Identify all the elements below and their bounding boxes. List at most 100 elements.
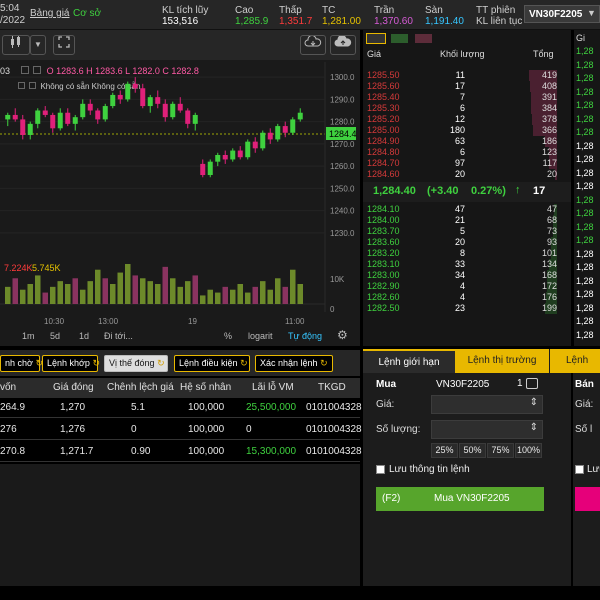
ask-row[interactable]: 1284.80 6 123 [363,147,571,160]
bid-price[interactable]: 1284.10 [367,204,400,214]
ask-price[interactable]: 1284.60 [367,169,400,179]
ask-price[interactable]: 1284.80 [367,147,400,157]
ask-row[interactable]: 1285.20 12 378 [363,114,571,127]
stepper-icon[interactable]: ⇕ [529,422,538,433]
percent-scale-button[interactable]: % [224,331,233,341]
vol-tick: 10K [330,275,345,284]
ask-price[interactable]: 1285.40 [367,92,400,102]
ask-price[interactable]: 1285.50 [367,70,400,80]
table-row[interactable]: 276 1,276 0 100,000 0 0101004328 [0,420,362,440]
ask-price[interactable]: 1284.70 [367,158,400,168]
stepper-icon[interactable]: ⇕ [529,397,538,408]
bid-price[interactable]: 1283.60 [367,237,400,247]
goto-button[interactable]: Đi tới... [104,331,133,341]
ask-row[interactable]: 1285.30 6 384 [363,103,571,116]
sell-icon[interactable] [415,34,432,43]
fullscreen-icon[interactable] [53,35,75,55]
range-5d[interactable]: 5d [50,331,61,341]
wallet-icon[interactable] [526,378,538,389]
table-row[interactable]: 270.8 1,271.7 0.90 100,000 15,300,000 0101004… [0,442,362,462]
symbol-select[interactable]: VN30F2205 ▼ [524,5,600,23]
bid-row[interactable]: 1283.70 5 73 [363,226,571,239]
auto-scale-button[interactable]: Tự động [288,331,323,341]
bid-row[interactable]: 1282.60 4 176 [363,292,571,305]
all-icon[interactable] [366,33,386,44]
tab-conditional-order[interactable]: Lệnh điề [550,349,600,390]
bid-row[interactable]: 1283.20 8 101 [363,248,571,261]
settings-icon[interactable]: ⚙ [337,328,348,342]
pct-75-button[interactable]: 75% [487,443,514,458]
board-link[interactable]: Bảng giá [30,8,70,19]
bid-price[interactable]: 1284.00 [367,215,400,225]
volume-bar [125,264,131,304]
tab-conditional-orders[interactable]: Lệnh điều kiện ↻ [174,355,250,372]
tab-confirm-orders[interactable]: Xác nhận lệnh ↻ [255,355,333,372]
cell-cl: 5.1 [131,402,145,413]
pct-50-button[interactable]: 50% [459,443,486,458]
ask-row[interactable]: 1284.90 63 186 [363,136,571,149]
bid-price[interactable]: 1283.00 [367,270,400,280]
bid-row[interactable]: 1283.10 33 134 [363,259,571,272]
candle-body [230,150,236,160]
range-1m[interactable]: 1m [22,331,35,341]
buy-button[interactable]: (F2) Mua VN30F2205 [376,487,544,511]
settings-toggle-icon[interactable] [33,66,42,74]
save-order-checkbox[interactable] [376,465,385,474]
candles-icon[interactable] [2,35,30,55]
tab-market-order[interactable]: Lệnh thị trường [455,349,549,373]
bid-price[interactable]: 1282.90 [367,281,400,291]
bid-row[interactable]: 1284.00 21 68 [363,215,571,228]
tab-matched-orders[interactable]: Lệnh khớp ↻ [42,355,100,372]
bid-row[interactable]: 1282.90 4 172 [363,281,571,294]
eye-toggle-icon[interactable] [20,66,29,74]
qty-input[interactable]: ⇕ [431,420,543,439]
bid-price[interactable]: 1283.10 [367,259,400,269]
shortcut-f2: (F2) [382,493,401,504]
pct-100-button[interactable]: 100% [515,443,542,458]
ask-row[interactable]: 1285.50 11 419 [363,70,571,83]
y-tick: 1250.0 [330,184,355,193]
ask-row[interactable]: 1285.00 180 366 [363,125,571,138]
bid-price[interactable]: 1283.70 [367,226,400,236]
dropdown-icon[interactable]: ▼ [30,35,46,55]
tab-limit-order[interactable]: Lệnh giới hạn [363,349,455,373]
sell-qty-label: Số l [575,424,593,435]
table-row[interactable]: 264.9 1,270 5.1 100,000 25,500,000 0101004328 [0,398,362,418]
ask-price[interactable]: 1284.90 [367,136,400,146]
ask-price[interactable]: 1285.60 [367,81,400,91]
range-1d[interactable]: 1d [79,331,90,341]
cloud-upload-icon[interactable] [330,35,356,55]
unavailable-text-2: Không có sẵn [91,82,141,91]
bid-row[interactable]: 1282.50 23 199 [363,303,571,316]
ask-row[interactable]: 1284.70 97 117 [363,158,571,171]
ask-price[interactable]: 1285.30 [367,103,400,113]
bid-price[interactable]: 1282.50 [367,303,400,313]
col-close-price: Giá đóng [53,382,94,393]
right-col-price: 1,28 [576,154,594,164]
ask-row[interactable]: 1284.60 20 20 [363,169,571,182]
buy-icon[interactable] [391,34,408,43]
bid-volume: 23 [454,303,465,313]
cloud-download-icon[interactable] [300,35,326,55]
ask-price[interactable]: 1285.00 [367,125,400,135]
bid-price[interactable]: 1282.60 [367,292,400,302]
log-scale-button[interactable]: logarit [248,331,273,341]
price-input[interactable]: ⇕ [431,395,543,414]
ask-total: 391 [541,92,557,102]
sell-save-checkbox[interactable] [575,465,584,474]
sell-button[interactable] [575,487,600,511]
tab-closed-positions[interactable]: Vị thế đóng ↻ [104,355,168,372]
ask-row[interactable]: 1285.40 7 391 [363,92,571,105]
bid-row[interactable]: 1284.10 47 47 [363,204,571,217]
bid-row[interactable]: 1283.00 34 168 [363,270,571,283]
price-chart[interactable]: 1284.4 1300.0 1290.0 1280.0 1270.0 1260.0 125… [0,62,360,312]
ask-row[interactable]: 1285.60 17 408 [363,81,571,94]
cell-tk: 0101004328 [306,402,362,413]
bid-price[interactable]: 1283.20 [367,248,400,258]
pct-25-button[interactable]: 25% [431,443,458,458]
col-volume: Khối lượng [440,49,485,59]
ask-price[interactable]: 1285.20 [367,114,400,124]
tab-pending-orders[interactable]: nh chờ ↻ [0,355,43,372]
bid-volume: 4 [459,281,465,291]
bid-row[interactable]: 1283.60 20 93 [363,237,571,250]
